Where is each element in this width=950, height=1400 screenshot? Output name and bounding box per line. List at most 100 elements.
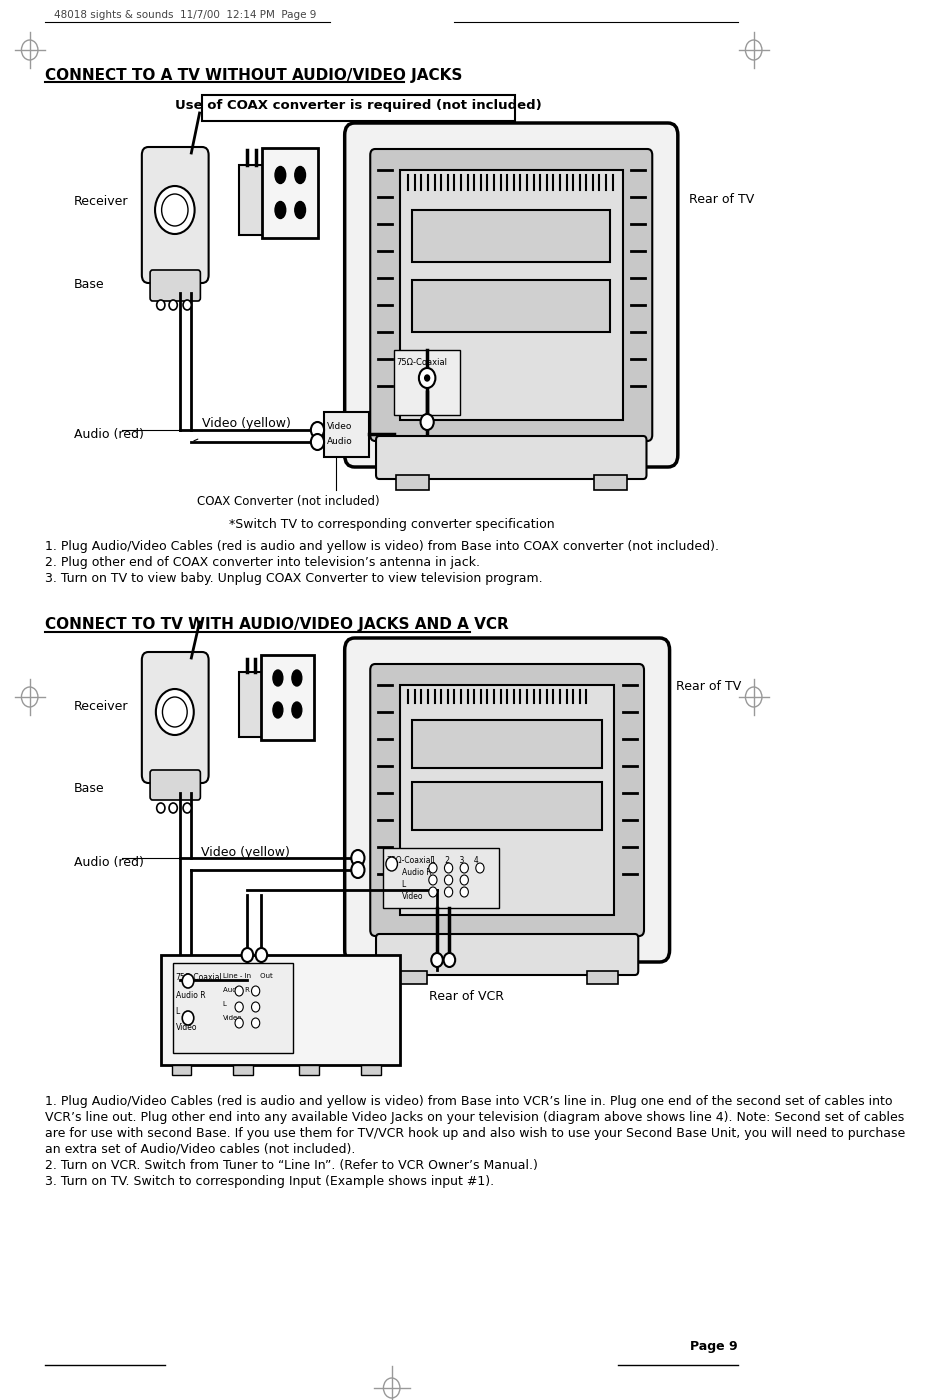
Circle shape: [252, 1002, 259, 1012]
FancyBboxPatch shape: [150, 270, 200, 301]
Text: Rear of TV: Rear of TV: [689, 193, 753, 206]
Circle shape: [235, 1002, 243, 1012]
Bar: [400, 685, 615, 916]
Text: Video (yellow): Video (yellow): [202, 417, 291, 430]
Text: 2. Turn on VCR. Switch from Tuner to “Line In”. (Refer to VCR Owner’s Manual.): 2. Turn on VCR. Switch from Tuner to “Li…: [46, 1159, 539, 1172]
Circle shape: [241, 948, 253, 962]
FancyBboxPatch shape: [376, 934, 638, 974]
Bar: [412, 210, 610, 262]
Circle shape: [419, 368, 435, 388]
Ellipse shape: [275, 202, 286, 218]
FancyBboxPatch shape: [370, 664, 644, 937]
Text: Line - In    Out: Line - In Out: [222, 973, 273, 979]
Text: Audio R: Audio R: [176, 991, 205, 1000]
Text: L: L: [222, 1001, 226, 1007]
Text: Receiver: Receiver: [74, 700, 128, 713]
Circle shape: [460, 875, 468, 885]
Circle shape: [386, 857, 397, 871]
Circle shape: [252, 986, 259, 995]
Text: Video: Video: [222, 1015, 242, 1021]
Circle shape: [169, 804, 178, 813]
Circle shape: [428, 862, 437, 874]
Ellipse shape: [273, 671, 283, 686]
Text: Audio (red): Audio (red): [74, 428, 144, 441]
Bar: [594, 475, 627, 490]
Text: *Switch TV to corresponding converter specification: *Switch TV to corresponding converter sp…: [229, 518, 555, 531]
Circle shape: [256, 948, 267, 962]
Circle shape: [352, 850, 365, 867]
Circle shape: [445, 888, 453, 897]
Circle shape: [235, 1018, 243, 1028]
Circle shape: [311, 434, 324, 449]
Bar: [587, 972, 618, 984]
Ellipse shape: [292, 671, 302, 686]
Bar: [412, 783, 602, 830]
Bar: [396, 475, 428, 490]
Bar: [400, 169, 622, 420]
Bar: [234, 1065, 253, 1075]
Bar: [173, 963, 293, 1053]
Bar: [412, 280, 610, 332]
Circle shape: [428, 888, 437, 897]
FancyBboxPatch shape: [345, 123, 678, 468]
Bar: [394, 350, 460, 414]
Bar: [172, 1065, 191, 1075]
Circle shape: [182, 1011, 194, 1025]
Ellipse shape: [292, 701, 302, 718]
Text: Use of COAX converter is required (not included): Use of COAX converter is required (not i…: [176, 99, 542, 112]
Circle shape: [182, 974, 194, 988]
Bar: [324, 412, 370, 456]
FancyBboxPatch shape: [345, 638, 670, 962]
Text: 75Ω-Coaxial: 75Ω-Coaxial: [176, 973, 222, 981]
FancyBboxPatch shape: [150, 770, 200, 799]
Bar: [396, 972, 428, 984]
Text: 3. Turn on TV to view baby. Unplug COAX Converter to view television program.: 3. Turn on TV to view baby. Unplug COAX …: [46, 573, 543, 585]
Text: Rear of VCR: Rear of VCR: [428, 990, 504, 1002]
Circle shape: [445, 862, 453, 874]
Circle shape: [235, 986, 243, 995]
Text: 1. Plug Audio/Video Cables (red is audio and yellow is video) from Base into VCR: 1. Plug Audio/Video Cables (red is audio…: [46, 1095, 893, 1107]
Circle shape: [183, 804, 191, 813]
Text: 75Ω-Coaxial: 75Ω-Coaxial: [397, 358, 447, 367]
Text: Audio R: Audio R: [402, 868, 431, 876]
Text: COAX Converter (not included): COAX Converter (not included): [198, 496, 380, 508]
Circle shape: [252, 1018, 259, 1028]
Text: Video: Video: [402, 892, 423, 902]
Bar: [239, 165, 264, 235]
Circle shape: [425, 375, 429, 381]
Text: 2. Plug other end of COAX converter into television’s antenna in jack.: 2. Plug other end of COAX converter into…: [46, 556, 481, 568]
Ellipse shape: [273, 701, 283, 718]
Ellipse shape: [294, 202, 306, 218]
Text: Audio R: Audio R: [222, 987, 250, 993]
Circle shape: [162, 195, 188, 225]
Circle shape: [476, 862, 484, 874]
Circle shape: [431, 953, 443, 967]
Circle shape: [421, 414, 434, 430]
Bar: [239, 672, 262, 736]
Ellipse shape: [294, 167, 306, 183]
Text: Rear of TV: Rear of TV: [676, 680, 741, 693]
Text: 48018 sights & sounds  11/7/00  12:14 PM  Page 9: 48018 sights & sounds 11/7/00 12:14 PM P…: [53, 10, 316, 20]
FancyBboxPatch shape: [142, 147, 209, 283]
Text: Video: Video: [176, 1023, 198, 1032]
FancyBboxPatch shape: [376, 435, 647, 479]
Text: 1. Plug Audio/Video Cables (red is audio and yellow is video) from Base into COA: 1. Plug Audio/Video Cables (red is audio…: [46, 540, 719, 553]
Text: Receiver: Receiver: [74, 195, 128, 209]
Text: Audio (red): Audio (red): [74, 855, 144, 869]
Bar: [299, 1065, 319, 1075]
Text: VCR’s line out. Plug other end into any available Video Jacks on your television: VCR’s line out. Plug other end into any …: [46, 1112, 904, 1124]
FancyBboxPatch shape: [142, 652, 209, 783]
Bar: [384, 848, 499, 909]
Circle shape: [444, 953, 455, 967]
FancyBboxPatch shape: [370, 148, 653, 441]
Circle shape: [162, 697, 187, 727]
Text: Base: Base: [74, 783, 104, 795]
Circle shape: [157, 300, 165, 309]
Circle shape: [445, 875, 453, 885]
Text: are for use with second Base. If you use them for TV/VCR hook up and also wish t: are for use with second Base. If you use…: [46, 1127, 905, 1140]
Text: Page 9: Page 9: [691, 1340, 738, 1352]
Circle shape: [311, 421, 324, 438]
Ellipse shape: [275, 167, 286, 183]
Text: Base: Base: [74, 279, 104, 291]
Text: 1    2    3    4: 1 2 3 4: [431, 855, 479, 865]
